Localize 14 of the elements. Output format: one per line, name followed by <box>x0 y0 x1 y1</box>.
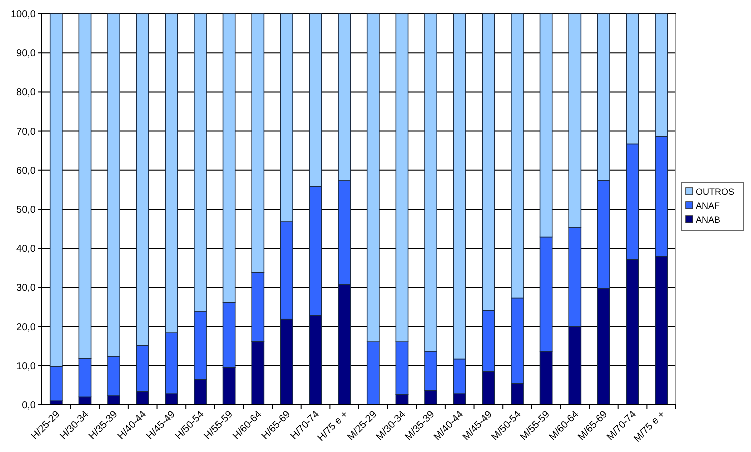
y-tick-label: 100,0 <box>10 10 36 20</box>
legend-label: ANAB <box>696 215 721 225</box>
y-tick-label: 50,0 <box>16 205 36 216</box>
y-tick-label: 40,0 <box>16 244 36 256</box>
y-tick-label: 60,0 <box>16 166 36 177</box>
legend-label: OUTROS <box>696 187 735 197</box>
y-tick-label: 30,0 <box>16 283 36 294</box>
y-tick-label: 80,0 <box>16 88 36 99</box>
y-tick-label: 70,0 <box>16 126 36 138</box>
y-tick-label: 20,0 <box>16 322 36 334</box>
y-tick-label: 90,0 <box>16 48 36 60</box>
legend-label: ANAF <box>696 201 721 211</box>
y-tick-label: 10,0 <box>16 361 36 372</box>
y-tick-label: 0,0 <box>22 400 36 412</box>
